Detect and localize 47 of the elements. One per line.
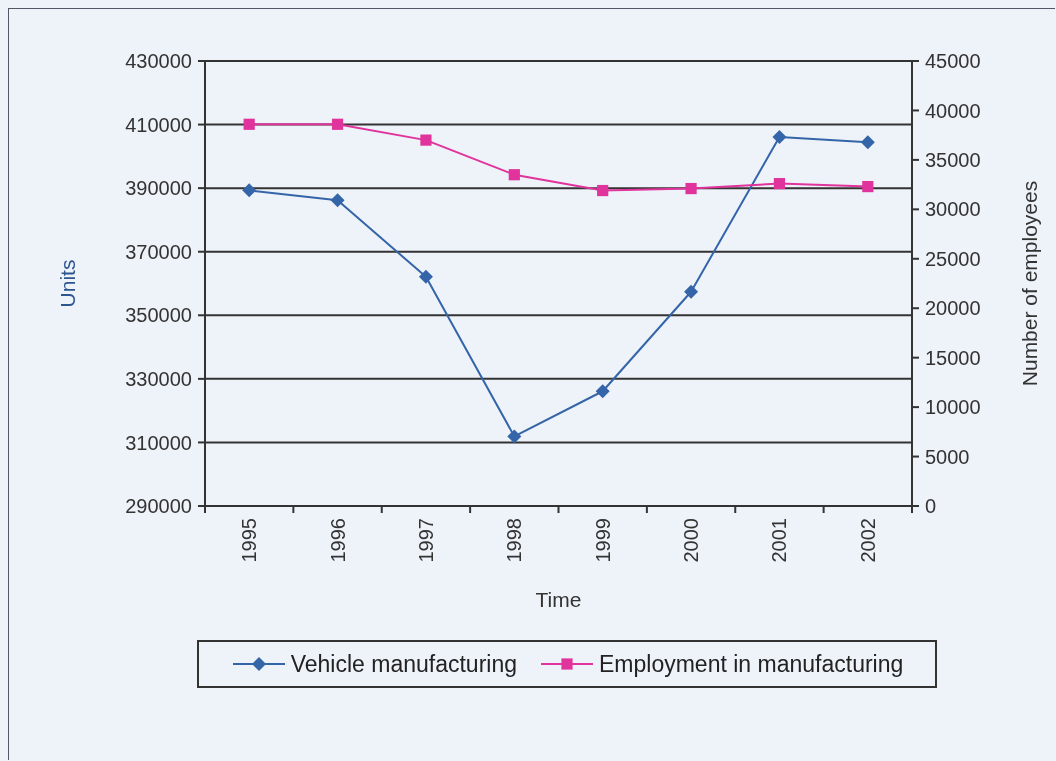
point [243, 118, 255, 130]
point [862, 180, 874, 193]
point [772, 129, 787, 144]
point [330, 193, 345, 208]
y2-tick-label: 5000 [925, 445, 970, 468]
point [685, 182, 697, 195]
legend-label: Vehicle manufacturing [290, 650, 518, 678]
y2-tick-label: 40000 [925, 99, 981, 122]
x-tick-label: 1997 [414, 518, 437, 563]
point [420, 134, 432, 146]
point [773, 178, 786, 190]
y-tick-label: 410000 [125, 113, 192, 136]
y2-tick-label: 20000 [925, 297, 981, 320]
point [595, 384, 610, 399]
x-tick-label: 2002 [856, 518, 879, 563]
y2-tick-label: 0 [925, 495, 937, 518]
point [507, 429, 522, 444]
y-tick-label: 290000 [125, 495, 192, 518]
y-tick-label: 330000 [125, 367, 192, 390]
y2-tick-label: 15000 [925, 346, 981, 369]
point [418, 269, 433, 284]
x-tick-label: 1995 [238, 518, 261, 563]
y-tick-label: 370000 [125, 240, 192, 263]
y2-axis-title: Number of employees [1018, 180, 1042, 387]
y-tick-label: 390000 [125, 177, 192, 200]
y2-tick-label: 25000 [925, 247, 981, 270]
point [860, 135, 875, 150]
x-tick-label: 1998 [503, 518, 526, 563]
point [684, 284, 699, 299]
x-tick-label: 2001 [768, 518, 791, 563]
y-tick-label: 310000 [125, 431, 192, 454]
y-tick-label: 350000 [125, 304, 192, 327]
y2-tick-label: 45000 [925, 50, 981, 73]
x-tick-label: 1999 [591, 518, 614, 563]
y-axis-title: Units [56, 259, 80, 308]
y2-tick-label: 30000 [925, 198, 981, 221]
x-axis-title: Time [535, 587, 582, 611]
x-tick-label: 2000 [680, 518, 703, 563]
x-tick-label: 1996 [326, 518, 349, 563]
y2-tick-label: 10000 [925, 396, 981, 419]
point [597, 184, 609, 197]
legend-label: Employment in manufacturing [599, 650, 904, 678]
point [331, 118, 344, 130]
y-tick-label: 430000 [125, 50, 192, 73]
point [242, 183, 257, 198]
y2-tick-label: 35000 [925, 148, 981, 171]
point [508, 169, 520, 181]
